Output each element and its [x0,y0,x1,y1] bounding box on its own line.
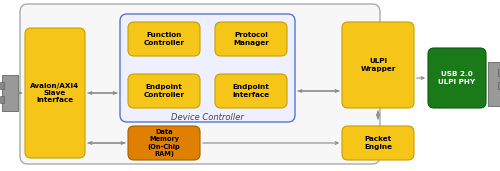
Text: Endpoint
Controller: Endpoint Controller [144,84,184,98]
Bar [498,69,500,76]
Text: Protocol
Manager: Protocol Manager [233,32,269,46]
Text: Packet
Engine: Packet Engine [364,136,392,150]
FancyBboxPatch shape [120,14,295,122]
Text: ULPI
Wrapper: ULPI Wrapper [360,58,396,72]
FancyBboxPatch shape [342,22,414,108]
Bar [0,96,4,103]
FancyBboxPatch shape [25,28,85,158]
Text: Avalon/AXI4
Slave
Interface: Avalon/AXI4 Slave Interface [30,83,80,103]
FancyBboxPatch shape [128,22,200,56]
FancyBboxPatch shape [215,22,287,56]
Bar [498,82,500,89]
Text: USB 2.0
ULPI PHY: USB 2.0 ULPI PHY [438,71,476,85]
Text: Device Controller: Device Controller [170,113,244,122]
FancyBboxPatch shape [128,74,200,108]
FancyBboxPatch shape [428,48,486,108]
Bar [0,82,4,89]
Text: Endpoint
Interface: Endpoint Interface [232,84,270,98]
FancyBboxPatch shape [128,126,200,160]
Text: Data
Memory
(On-Chip
RAM): Data Memory (On-Chip RAM) [148,129,180,157]
Bar [488,62,500,106]
Text: Function
Controller: Function Controller [144,32,184,46]
Bar [2,75,18,111]
FancyBboxPatch shape [215,74,287,108]
FancyBboxPatch shape [342,126,414,160]
FancyBboxPatch shape [20,4,380,164]
